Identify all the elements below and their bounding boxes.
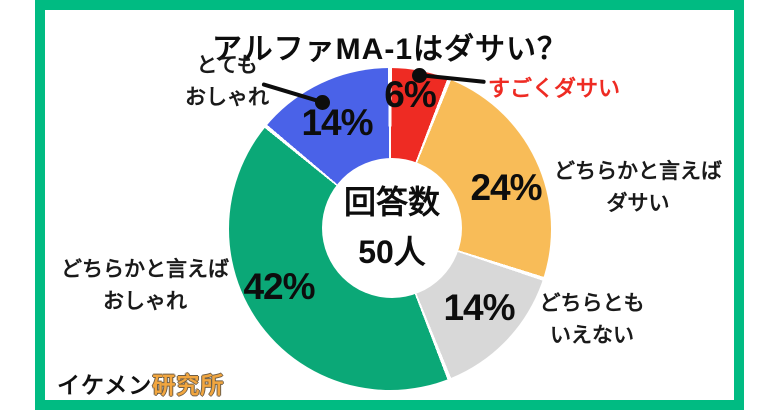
site-logo-part1: イケメン	[57, 372, 153, 398]
label-dochiratomo-line1: どちらとも	[539, 292, 645, 315]
center-label-line2: 50人	[358, 234, 426, 270]
label-dochiraka-oshare-line2: おしゃれ	[103, 289, 187, 313]
label-dochiraka-oshare: どちらかと言えば おしゃれ	[61, 254, 229, 317]
pct-sugoku-dasai: 6%	[384, 74, 436, 115]
label-dochiraka-dasai: どちらかと言えば ダサい	[554, 156, 722, 219]
chart-title: アルファMA-1はダサい？	[211, 33, 569, 66]
label-dochiraka-oshare-line1: どちらかと言えば	[61, 258, 229, 281]
leader-dot-totemo-oshare	[315, 95, 330, 110]
pct-dochiratomo: 14%	[443, 287, 515, 328]
label-totemo-oshare-line1: とても	[196, 54, 258, 77]
site-logo-part2: 研究所	[152, 372, 225, 398]
pct-totemo-oshare: 14%	[301, 102, 373, 143]
label-totemo-oshare: とても おしゃれ	[185, 50, 269, 113]
label-dochiratomo: どちらとも いえない	[540, 288, 645, 351]
donut-hole: 回答数 50人	[322, 158, 462, 298]
label-sugoku-dasai: すごくダサい	[488, 76, 621, 101]
leader-dot-sugoku-dasai	[412, 68, 427, 83]
label-totemo-oshare-line2: おしゃれ	[185, 85, 269, 109]
center-label-line1: 回答数	[343, 184, 440, 221]
label-dochiratomo-line2: いえない	[550, 323, 634, 347]
center-label: 回答数 50人	[344, 178, 440, 277]
pct-dochiraka-dasai: 24%	[470, 167, 542, 208]
label-dochiraka-dasai-line2: ダサい	[606, 191, 670, 215]
label-dochiraka-dasai-line1: どちらかと言えば	[554, 160, 722, 183]
pct-dochiraka-oshare: 42%	[243, 266, 315, 307]
site-logo: イケメン研究所	[57, 366, 224, 400]
